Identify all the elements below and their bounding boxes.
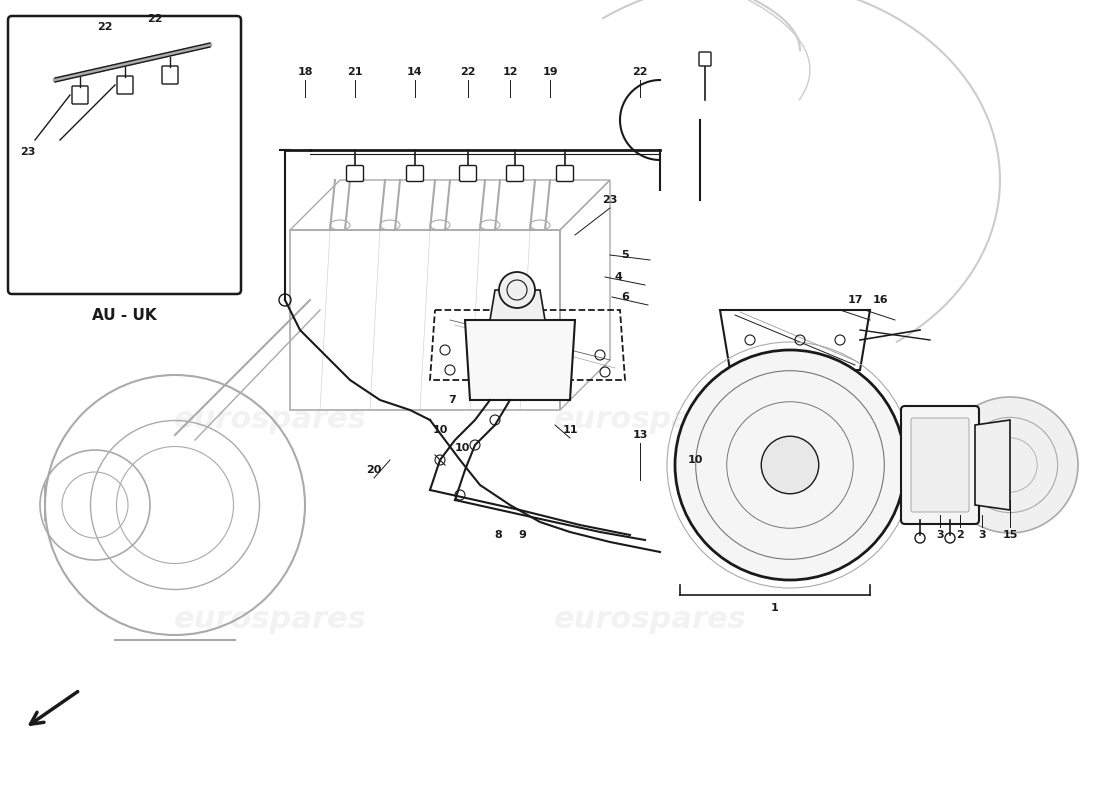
Text: 7: 7 [448, 395, 455, 405]
Text: 2: 2 [956, 530, 964, 540]
Text: 3: 3 [978, 530, 986, 540]
Text: 6: 6 [621, 292, 629, 302]
Text: 10: 10 [454, 443, 470, 453]
Text: 22: 22 [147, 14, 163, 24]
Text: 23: 23 [603, 195, 618, 205]
FancyBboxPatch shape [117, 76, 133, 94]
Text: 10: 10 [688, 455, 703, 465]
FancyBboxPatch shape [557, 166, 573, 182]
Text: 10: 10 [432, 425, 448, 435]
FancyBboxPatch shape [346, 166, 363, 182]
Text: 13: 13 [632, 430, 648, 440]
Text: 19: 19 [542, 67, 558, 77]
Text: 22: 22 [460, 67, 475, 77]
FancyBboxPatch shape [8, 16, 241, 294]
Text: 11: 11 [562, 425, 578, 435]
Text: 22: 22 [97, 22, 112, 32]
Text: 5: 5 [621, 250, 629, 260]
Text: 8: 8 [494, 530, 502, 540]
Text: eurospares: eurospares [553, 606, 747, 634]
Circle shape [675, 350, 905, 580]
Text: 21: 21 [348, 67, 363, 77]
FancyBboxPatch shape [506, 166, 524, 182]
Circle shape [942, 397, 1078, 533]
Text: 14: 14 [407, 67, 422, 77]
FancyBboxPatch shape [698, 52, 711, 66]
Text: 4: 4 [614, 272, 622, 282]
Text: 3: 3 [936, 530, 944, 540]
Polygon shape [975, 420, 1010, 510]
Circle shape [499, 272, 535, 308]
Text: eurospares: eurospares [553, 406, 747, 434]
FancyBboxPatch shape [901, 406, 979, 524]
Text: 17: 17 [847, 295, 862, 305]
Text: 1: 1 [771, 603, 779, 613]
Text: 22: 22 [632, 67, 648, 77]
Text: eurospares: eurospares [174, 406, 366, 434]
FancyBboxPatch shape [911, 418, 969, 512]
Text: 15: 15 [1002, 530, 1018, 540]
FancyBboxPatch shape [460, 166, 476, 182]
Text: 18: 18 [297, 67, 312, 77]
Text: 23: 23 [20, 147, 35, 157]
Polygon shape [490, 290, 544, 320]
FancyBboxPatch shape [407, 166, 424, 182]
Text: eurospares: eurospares [174, 606, 366, 634]
Text: 12: 12 [503, 67, 518, 77]
Text: 9: 9 [518, 530, 526, 540]
Polygon shape [465, 320, 575, 400]
Text: AU - UK: AU - UK [92, 308, 157, 323]
Text: 16: 16 [872, 295, 888, 305]
Circle shape [761, 436, 818, 494]
FancyBboxPatch shape [162, 66, 178, 84]
FancyBboxPatch shape [72, 86, 88, 104]
Text: 20: 20 [366, 465, 382, 475]
